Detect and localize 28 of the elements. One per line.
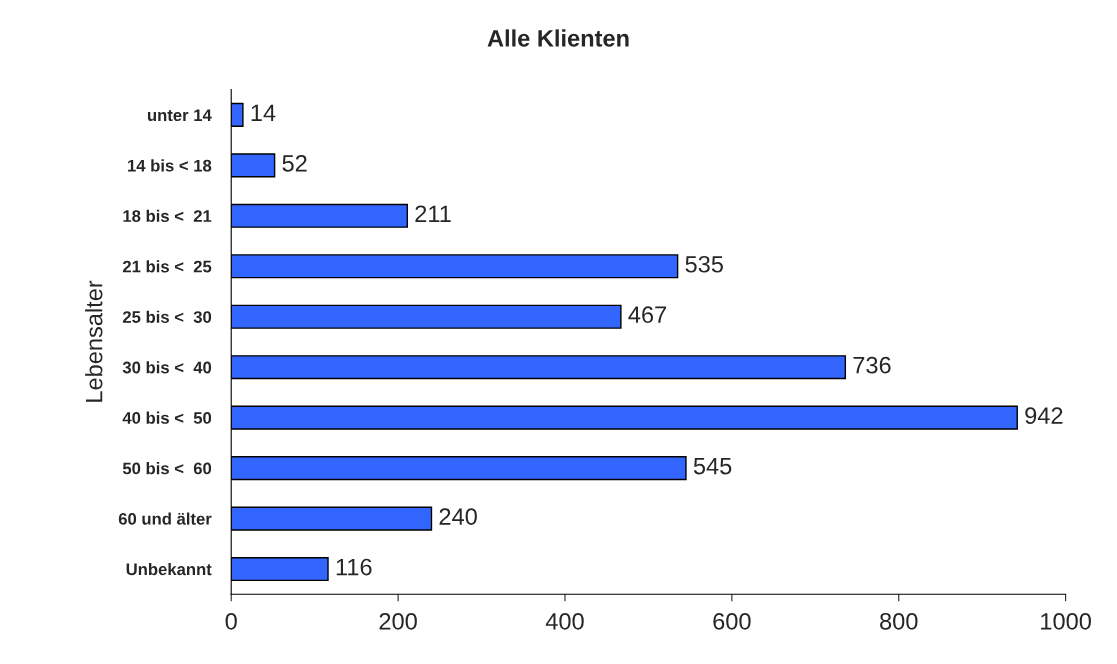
data-label: 545 [693, 457, 732, 475]
y-tick-label: 30 bis < 40 [122, 361, 212, 374]
data-label: 736 [853, 356, 891, 374]
y-tick-label: 25 bis < 30 [122, 310, 212, 323]
x-tick-label: 800 [880, 612, 918, 630]
y-tick-label: 50 bis < 60 [122, 462, 212, 475]
x-tick-label: 400 [545, 612, 584, 630]
y-tick-label: unter 14 [147, 109, 212, 122]
data-label: 52 [282, 154, 307, 172]
y-tick-label: Unbekannt [126, 563, 212, 576]
y-tick-label: 60 und älter [118, 512, 212, 525]
data-label: 535 [685, 255, 723, 273]
y-axis-title: Lebensalter [85, 280, 103, 402]
data-label: 211 [415, 205, 451, 222]
data-label: 942 [1025, 407, 1063, 424]
data-label: 240 [439, 508, 477, 525]
y-tick-label: 14 bis < 18 [128, 159, 212, 172]
x-tick-label: 600 [713, 612, 751, 630]
data-label: 14 [251, 104, 276, 121]
y-tick-label: 18 bis < 21 [123, 209, 212, 222]
y-tick-label: 40 bis < 50 [122, 411, 212, 424]
y-tick-label: 21 bis < 25 [122, 260, 212, 273]
chart-title: Alle Klienten [487, 29, 629, 47]
x-tick-label: 200 [379, 612, 417, 630]
x-tick-label: 0 [225, 612, 237, 630]
data-label: 116 [336, 558, 372, 576]
data-label: 467 [628, 306, 667, 324]
x-tick-label: 1000 [1041, 612, 1091, 630]
